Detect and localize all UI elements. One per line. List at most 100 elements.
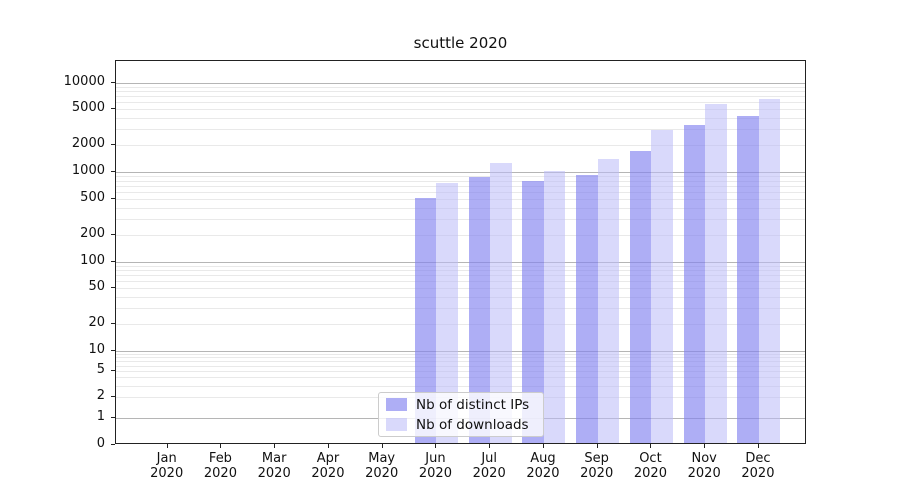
major-gridline xyxy=(116,82,805,84)
plot-area xyxy=(115,59,806,444)
bar-downloads-dec xyxy=(758,98,781,444)
y-tick-label: 2 xyxy=(96,388,105,404)
major-gridline xyxy=(116,261,805,263)
y-tick-mark xyxy=(111,323,115,325)
minor-gridline xyxy=(116,198,805,200)
minor-gridline xyxy=(116,218,805,220)
minor-gridline xyxy=(116,102,805,104)
minor-gridline xyxy=(116,385,805,387)
x-tick-mark xyxy=(596,443,598,448)
bar-distinct-ips-oct xyxy=(629,150,652,444)
y-tick-label: 20 xyxy=(88,315,105,331)
y-tick-mark xyxy=(111,108,115,110)
x-tick-label-oct: Oct 2020 xyxy=(633,450,667,481)
y-tick-mark xyxy=(111,171,115,172)
y-tick-label: 10000 xyxy=(63,73,105,89)
x-tick-mark xyxy=(327,443,329,448)
bar-downloads-sep xyxy=(597,159,620,444)
bar-downloads-jun xyxy=(436,182,458,444)
legend-item-downloads: Nb of downloads xyxy=(386,417,535,433)
legend-label-downloads: Nb of downloads xyxy=(416,416,529,433)
x-tick-label-sep: Sep 2020 xyxy=(580,450,614,481)
minor-gridline xyxy=(116,297,805,299)
y-tick-mark xyxy=(111,396,115,398)
y-tick-mark xyxy=(111,287,115,289)
y-tick-label: 10 xyxy=(88,342,105,357)
y-tick-label: 200 xyxy=(80,225,105,241)
y-tick-mark xyxy=(111,233,115,235)
x-tick-label-feb: Feb 2020 xyxy=(203,450,237,481)
minor-gridline xyxy=(116,281,805,283)
legend-swatch-downloads xyxy=(386,418,407,431)
minor-gridline xyxy=(116,361,805,363)
x-tick-mark xyxy=(489,443,491,448)
bar-distinct-ips-nov xyxy=(683,125,706,444)
minor-gridline xyxy=(116,176,805,178)
minor-gridline xyxy=(116,275,805,277)
minor-gridline xyxy=(116,324,805,326)
minor-gridline xyxy=(116,191,805,193)
minor-gridline xyxy=(116,288,805,290)
minor-gridline xyxy=(116,371,805,373)
bar-distinct-ips-sep xyxy=(576,174,598,444)
y-tick-label: 100 xyxy=(80,252,105,268)
minor-gridline xyxy=(116,96,805,98)
x-tick-mark xyxy=(166,443,168,448)
bar-distinct-ips-aug xyxy=(522,180,544,444)
minor-gridline xyxy=(116,180,805,182)
x-tick-label-apr: Apr 2020 xyxy=(311,450,345,481)
y-tick-mark xyxy=(111,443,115,445)
minor-gridline xyxy=(116,270,805,272)
x-tick-label-dec: Dec 2020 xyxy=(741,450,775,481)
y-tick-mark xyxy=(111,81,115,83)
y-tick-label: 1 xyxy=(96,408,105,424)
x-tick-label-jun: Jun 2020 xyxy=(418,450,452,481)
y-tick-mark xyxy=(111,350,115,351)
y-tick-mark xyxy=(111,197,115,199)
minor-gridline xyxy=(116,129,805,131)
x-tick-label-jan: Jan 2020 xyxy=(150,450,184,481)
y-tick-mark xyxy=(111,260,115,262)
x-tick-mark xyxy=(274,443,276,448)
bar-downloads-aug xyxy=(543,171,566,444)
y-tick-label: 1000 xyxy=(71,163,105,178)
minor-gridline xyxy=(116,377,805,379)
minor-gridline xyxy=(116,357,805,359)
x-tick-label-aug: Aug 2020 xyxy=(526,450,560,481)
y-tick-mark xyxy=(111,370,115,372)
y-tick-mark xyxy=(111,144,115,146)
bar-distinct-ips-jun xyxy=(414,198,437,444)
y-tick-label: 2000 xyxy=(71,136,105,152)
legend-item-distinct-ips: Nb of distinct IPs xyxy=(386,397,535,413)
y-tick-label: 50 xyxy=(88,279,105,295)
bar-distinct-ips-dec xyxy=(737,116,759,444)
major-gridline xyxy=(116,351,805,352)
x-tick-mark xyxy=(220,443,222,448)
major-gridline xyxy=(116,172,805,173)
minor-gridline xyxy=(116,109,805,111)
y-tick-label: 0 xyxy=(96,435,105,451)
minor-gridline xyxy=(116,354,805,356)
bar-distinct-ips-jul xyxy=(468,176,491,444)
x-tick-mark xyxy=(757,443,759,448)
minor-gridline xyxy=(116,308,805,310)
x-tick-label-jul: Jul 2020 xyxy=(472,450,506,481)
x-tick-label-nov: Nov 2020 xyxy=(687,450,721,481)
y-tick-label: 5 xyxy=(96,362,105,378)
bar-downloads-nov xyxy=(705,103,727,444)
bar-downloads-jul xyxy=(490,163,512,444)
y-tick-label: 5000 xyxy=(71,100,105,116)
x-tick-mark xyxy=(650,443,652,448)
minor-gridline xyxy=(116,91,805,93)
minor-gridline xyxy=(116,207,805,209)
x-tick-mark xyxy=(381,443,383,448)
minor-gridline xyxy=(116,265,805,267)
x-tick-label-may: May 2020 xyxy=(365,450,399,481)
legend-label-distinct-ips: Nb of distinct IPs xyxy=(416,396,530,413)
minor-gridline xyxy=(116,86,805,88)
minor-gridline xyxy=(116,234,805,236)
x-tick-mark xyxy=(704,443,706,448)
legend-swatch-distinct-ips xyxy=(386,398,407,411)
bar-downloads-oct xyxy=(651,129,673,444)
